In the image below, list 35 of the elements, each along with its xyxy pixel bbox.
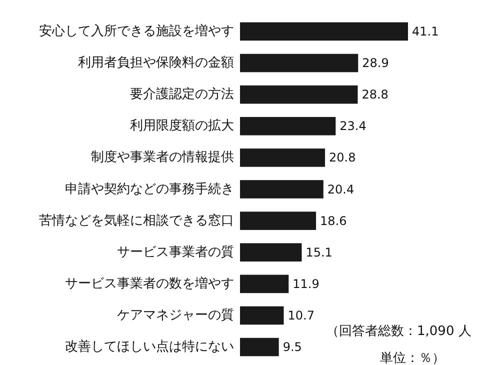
y-tick-label: 改善してほしい点は特にない: [65, 338, 234, 355]
y-tick-label: 苦情などを気軽に相談できる窓口: [39, 212, 234, 228]
bar: [240, 180, 324, 198]
y-tick-label: サービス事業者の数を増やす: [65, 275, 234, 292]
data-label: 28.8: [362, 88, 388, 102]
data-label: 20.8: [329, 150, 356, 165]
bar: [240, 85, 358, 104]
y-tick-label: 安心して入所できる施設を増やす: [39, 22, 234, 39]
data-label: 15.1: [306, 245, 332, 260]
data-label: 20.4: [327, 182, 354, 196]
data-label: 18.6: [320, 214, 347, 228]
bar: [240, 54, 358, 72]
bar: [240, 212, 316, 230]
data-label: 11.9: [292, 276, 320, 291]
bar: [240, 306, 284, 325]
annotation: 単位：％）: [380, 351, 445, 365]
bar: [240, 116, 336, 136]
data-label: 28.9: [362, 56, 389, 70]
data-label: 41.1: [412, 24, 439, 38]
y-tick-label: 利用者負担や保険料の金額: [78, 56, 234, 71]
y-tick-label: 利用限度額の拡大: [130, 118, 234, 134]
bar: [240, 148, 326, 167]
y-tick-label: 要介護認定の方法: [130, 86, 234, 102]
annotation: （回答者総数：1,090 人: [326, 324, 472, 339]
data-label: 9.5: [282, 340, 302, 354]
bar: [240, 338, 279, 356]
bar: [240, 274, 289, 294]
data-label: 23.4: [340, 119, 366, 134]
bar: [240, 22, 408, 41]
y-tick-label: ケアマネジャーの質: [117, 308, 234, 323]
y-tick-label: 制度や事業者の情報提供: [91, 149, 234, 166]
bar: [240, 243, 302, 262]
y-tick-label: サービス事業者の質: [117, 244, 234, 260]
y-tick-label: 申請や契約などの事務手続き: [65, 182, 234, 197]
data-label: 10.7: [288, 308, 314, 322]
